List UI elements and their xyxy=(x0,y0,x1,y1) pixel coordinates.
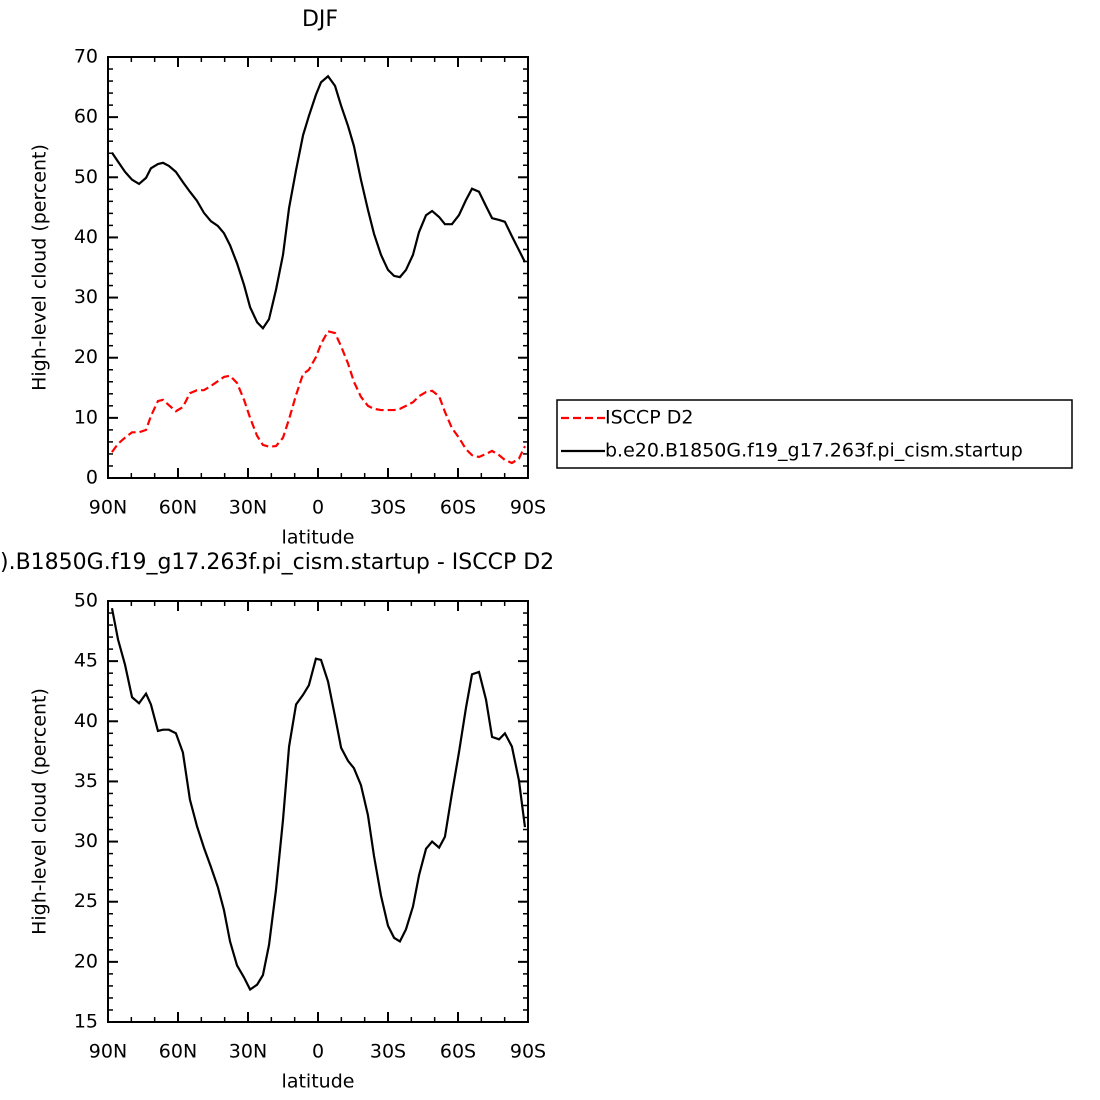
y-tick-label: 20 xyxy=(74,950,98,972)
y-tick-label: 40 xyxy=(74,226,98,248)
y-tick-label: 50 xyxy=(74,590,98,612)
x-tick-label: 0 xyxy=(312,1041,324,1063)
y-tick-label: 30 xyxy=(74,286,98,308)
data-line xyxy=(111,74,526,330)
x-tick-label: 30S xyxy=(370,497,406,519)
plot-frame xyxy=(107,56,529,479)
chart-title: ).B1850G.f19_g17.263f.pi_cism.startup - … xyxy=(0,550,554,575)
x-tick-label: 90N xyxy=(89,1041,127,1063)
data-line xyxy=(110,608,527,992)
x-tick-label: 90S xyxy=(510,497,546,519)
x-axis-label: latitude xyxy=(282,527,355,549)
x-tick-label: 30N xyxy=(229,1041,267,1063)
x-tick-label: 0 xyxy=(312,497,324,519)
x-tick-label: 60S xyxy=(440,1041,476,1063)
x-tick-label: 60S xyxy=(440,497,476,519)
y-tick-label: 0 xyxy=(86,467,98,489)
x-tick-label: 30S xyxy=(370,1041,406,1063)
x-axis-label: latitude xyxy=(282,1071,355,1093)
x-tick-label: 90S xyxy=(510,1041,546,1063)
x-tick-label: 60N xyxy=(159,497,197,519)
x-tick-label: 90N xyxy=(89,497,127,519)
y-tick-label: 40 xyxy=(74,710,98,732)
plot-frame xyxy=(107,600,529,1023)
legend-box xyxy=(556,399,1073,469)
y-tick-label: 25 xyxy=(74,890,98,912)
y-tick-label: 70 xyxy=(74,46,98,68)
legend-label: b.e20.B1850G.f19_g17.263f.pi_cism.startu… xyxy=(605,440,1023,462)
y-tick-label: 60 xyxy=(74,106,98,128)
x-tick-label: 30N xyxy=(229,497,267,519)
data-line xyxy=(111,329,526,465)
y-axis-label: High-level cloud (percent) xyxy=(29,688,51,935)
y-tick-label: 20 xyxy=(74,346,98,368)
y-tick-label: 15 xyxy=(74,1011,98,1033)
y-tick-label: 10 xyxy=(74,406,98,428)
y-tick-label: 50 xyxy=(74,166,98,188)
y-tick-label: 30 xyxy=(74,830,98,852)
x-tick-label: 60N xyxy=(159,1041,197,1063)
y-axis-label: High-level cloud (percent) xyxy=(29,144,51,391)
chart-title: DJF xyxy=(302,7,338,32)
legend-label: ISCCP D2 xyxy=(605,407,693,429)
y-tick-label: 45 xyxy=(74,650,98,672)
y-tick-label: 35 xyxy=(74,770,98,792)
